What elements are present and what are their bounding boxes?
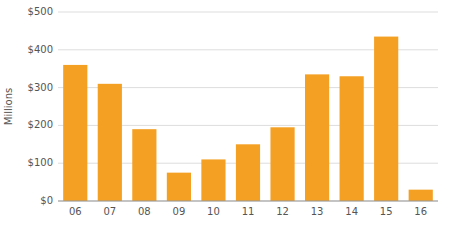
x-axis: 06 07 08 09 10 11 12 13 14 15 16: [69, 206, 427, 217]
x-tick-label: 12: [276, 206, 289, 217]
bar: [270, 127, 294, 201]
chart-svg: $0 $100 $200 $300 $400 $500 06 07 08 09 10 11 12 13 14…: [0, 0, 450, 225]
x-tick-label: 06: [69, 206, 82, 217]
bar: [167, 173, 191, 201]
y-axis: $0 $100 $200 $300 $400 $500: [28, 6, 438, 206]
bar: [132, 129, 156, 201]
y-tick-label: $0: [40, 195, 53, 206]
y-axis-label: Millions: [3, 88, 14, 125]
bar: [236, 144, 260, 201]
bar: [98, 84, 122, 201]
bar: [340, 76, 364, 201]
x-tick-label: 08: [138, 206, 151, 217]
chart-container: $0 $100 $200 $300 $400 $500 06 07 08 09 10 11 12 13 14…: [0, 0, 450, 225]
y-tick-label: $300: [28, 82, 53, 93]
bar: [201, 159, 225, 201]
bar: [305, 74, 329, 201]
grid-line: [58, 201, 438, 202]
x-tick-label: 14: [345, 206, 358, 217]
x-tick-label: 07: [103, 206, 116, 217]
x-tick-label: 13: [311, 206, 324, 217]
bar: [409, 190, 433, 201]
y-tick-label: $400: [28, 44, 53, 55]
grid-line: [58, 12, 438, 13]
y-tick-label: $100: [28, 157, 53, 168]
x-tick-label: 10: [207, 206, 220, 217]
y-tick-label: $500: [28, 6, 53, 17]
x-tick-label: 15: [380, 206, 393, 217]
page: {"chart_data": {"type": "bar", "ylabel":…: [0, 0, 450, 225]
x-tick-label: 16: [414, 206, 427, 217]
bar: [63, 65, 87, 201]
x-tick-label: 11: [242, 206, 255, 217]
x-tick-label: 09: [173, 206, 186, 217]
y-tick-label: $200: [28, 119, 53, 130]
bars: [63, 37, 433, 201]
x-axis-line: [58, 201, 438, 202]
bar: [374, 37, 398, 201]
